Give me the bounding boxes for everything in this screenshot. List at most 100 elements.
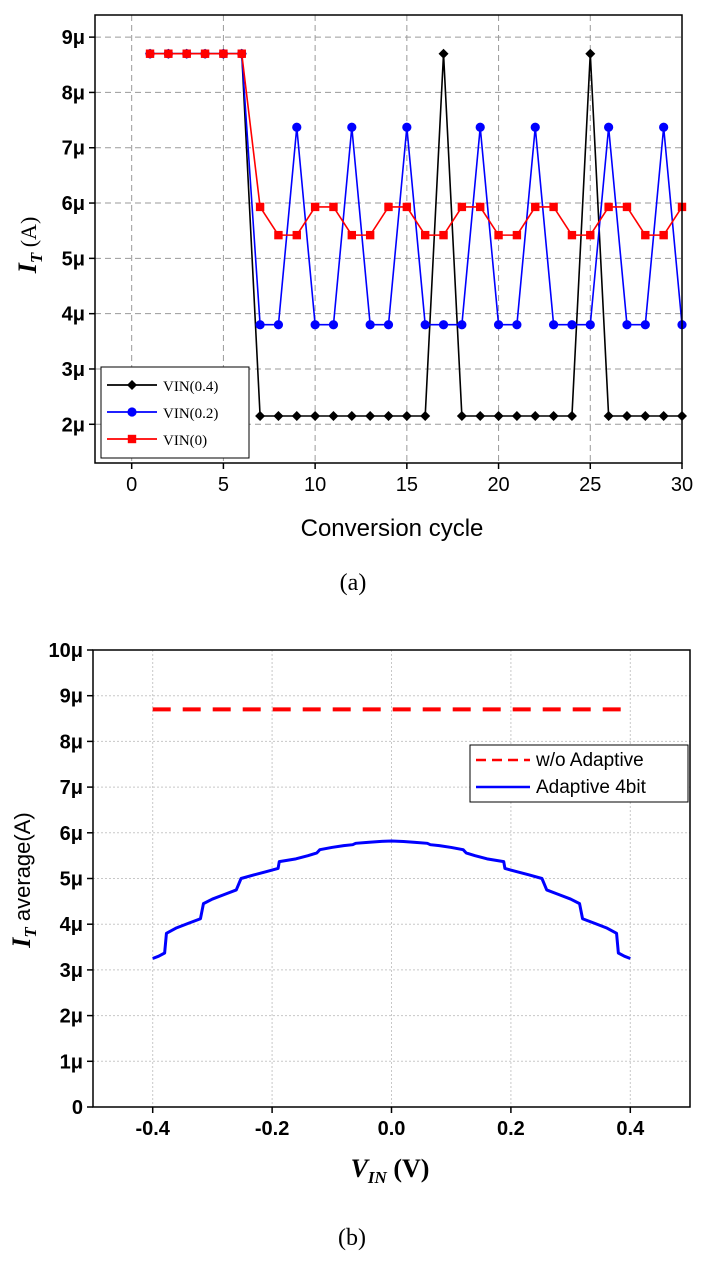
series-2-point-8 xyxy=(292,230,301,240)
series-1-point-23 xyxy=(567,320,577,330)
series-0-point-8 xyxy=(291,410,302,421)
series-0-point-10 xyxy=(328,410,339,421)
series-1-point-13 xyxy=(383,320,394,330)
series-1-point-6 xyxy=(255,320,265,330)
series-2-point-2 xyxy=(182,49,191,58)
x-tick-label-0: 0 xyxy=(126,474,137,496)
series-2-point-20 xyxy=(512,230,522,240)
series-1-point-12 xyxy=(365,320,375,330)
series-line-0 xyxy=(150,52,682,417)
series-0-point-26 xyxy=(621,410,632,421)
series-2-point-11 xyxy=(347,230,357,240)
x-tick-label-3: 15 xyxy=(396,474,418,496)
y-tick-label-6: 8μ xyxy=(62,82,85,104)
x-axis-label-b-main: V xyxy=(351,1154,371,1183)
x-tick-label-6: 30 xyxy=(671,474,693,496)
series-2-point-4 xyxy=(219,49,228,58)
legend-marker-2 xyxy=(127,434,137,444)
series-0-point-9 xyxy=(310,410,321,421)
x-tick-label-4: 0.4 xyxy=(616,1118,645,1140)
series-0-point-13 xyxy=(383,410,394,421)
series-2-point-22 xyxy=(549,202,558,212)
series-1-point-26 xyxy=(622,320,632,330)
series-1-point-16 xyxy=(438,320,449,330)
series-0-point-28 xyxy=(658,410,669,421)
series-1-point-28 xyxy=(659,122,669,132)
series-0-point-25 xyxy=(603,410,614,421)
y-axis-label-b-sub: T xyxy=(21,927,40,938)
series-1-point-22 xyxy=(548,320,559,330)
series-1-point-19 xyxy=(493,320,504,330)
series-1-point-11 xyxy=(347,122,357,132)
y-tick-label-4: 6μ xyxy=(62,193,85,215)
x-axis-label-a: Conversion cycle xyxy=(301,515,484,542)
legend-label-1: Adaptive 4bit xyxy=(536,777,647,798)
series-2-point-18 xyxy=(476,202,485,212)
series-1-point-27 xyxy=(640,320,650,330)
series-0-point-15 xyxy=(420,410,431,421)
x-tick-label-1: 5 xyxy=(218,474,229,496)
series-0-point-16 xyxy=(438,48,449,59)
series-0-point-24 xyxy=(585,48,596,59)
series-2-point-13 xyxy=(384,202,393,212)
series-0-point-23 xyxy=(566,410,577,421)
series-1-point-9 xyxy=(310,320,320,330)
series-1-point-7 xyxy=(273,320,284,330)
series-0-point-6 xyxy=(255,410,266,421)
series-0-point-18 xyxy=(475,410,486,421)
series-0-point-12 xyxy=(365,410,376,421)
plot-frame-1 xyxy=(92,649,691,1108)
series-2-point-19 xyxy=(494,230,503,240)
series-2-point-21 xyxy=(531,202,540,212)
x-axis-label-b: VIN (V) xyxy=(351,1154,430,1187)
chart-panel-0: 0 5 10 15 20 25 30 2μ 3μ 4μ 5μ 6μ 7μ 8μ 9μ VIN(0.4) VIN(… xyxy=(62,14,693,496)
panel-label-b: (b) xyxy=(338,1225,366,1251)
x-axis-label-b-unit: (V) xyxy=(387,1154,430,1183)
series-1-point-20 xyxy=(512,320,522,330)
legend-label-1: VIN(0.2) xyxy=(163,406,218,422)
x-tick-label-0: -0.4 xyxy=(135,1118,170,1140)
y-tick-label-2: 2μ xyxy=(60,1006,83,1028)
x-tick-label-2: 0.0 xyxy=(378,1118,406,1140)
y-tick-label-10: 10μ xyxy=(49,640,83,662)
series-2-point-17 xyxy=(457,202,467,212)
series-line-2 xyxy=(150,52,683,236)
series-2-point-7 xyxy=(274,230,283,240)
y-axis-label-b-unit: average(A) xyxy=(10,812,35,927)
legend-label-0: w/o Adaptive xyxy=(535,750,644,771)
y-tick-label-3: 3μ xyxy=(60,960,83,982)
series-0-point-19 xyxy=(493,410,504,421)
series-1-point-17 xyxy=(457,320,467,330)
series-2-point-6 xyxy=(255,202,265,212)
series-1-point-14 xyxy=(402,122,412,132)
panel-label-a: (a) xyxy=(340,570,367,596)
y-tick-label-5: 7μ xyxy=(62,138,85,160)
series-2-point-16 xyxy=(439,230,448,240)
series-2-point-25 xyxy=(604,202,613,212)
series-2-point-1 xyxy=(164,49,173,58)
series-1-point-18 xyxy=(475,122,485,132)
series-1-point-8 xyxy=(292,122,302,132)
series-2-point-10 xyxy=(329,202,338,212)
series-2-point-26 xyxy=(622,202,632,212)
series-0-point-17 xyxy=(456,410,467,421)
x-tick-label-4: 20 xyxy=(487,474,509,496)
y-axis-label-b: IT average(A) xyxy=(7,812,40,948)
x-tick-label-5: 25 xyxy=(579,474,601,496)
y-tick-label-3: 5μ xyxy=(62,248,85,270)
series-line-1 xyxy=(152,839,631,960)
y-tick-label-9: 9μ xyxy=(60,686,83,708)
series-2-point-12 xyxy=(365,230,375,240)
plot-frame-0 xyxy=(94,14,683,464)
y-axis-label-b-main: I xyxy=(7,937,36,949)
y-tick-label-4: 4μ xyxy=(60,914,83,936)
y-tick-label-0: 0 xyxy=(72,1097,83,1119)
series-0-point-11 xyxy=(346,410,357,421)
series-0-point-14 xyxy=(401,410,412,421)
series-0-point-27 xyxy=(640,410,651,421)
y-tick-label-5: 5μ xyxy=(60,869,83,891)
y-tick-label-8: 8μ xyxy=(60,731,83,753)
x-tick-label-3: 0.2 xyxy=(497,1118,525,1140)
y-tick-label-7: 9μ xyxy=(62,27,85,49)
